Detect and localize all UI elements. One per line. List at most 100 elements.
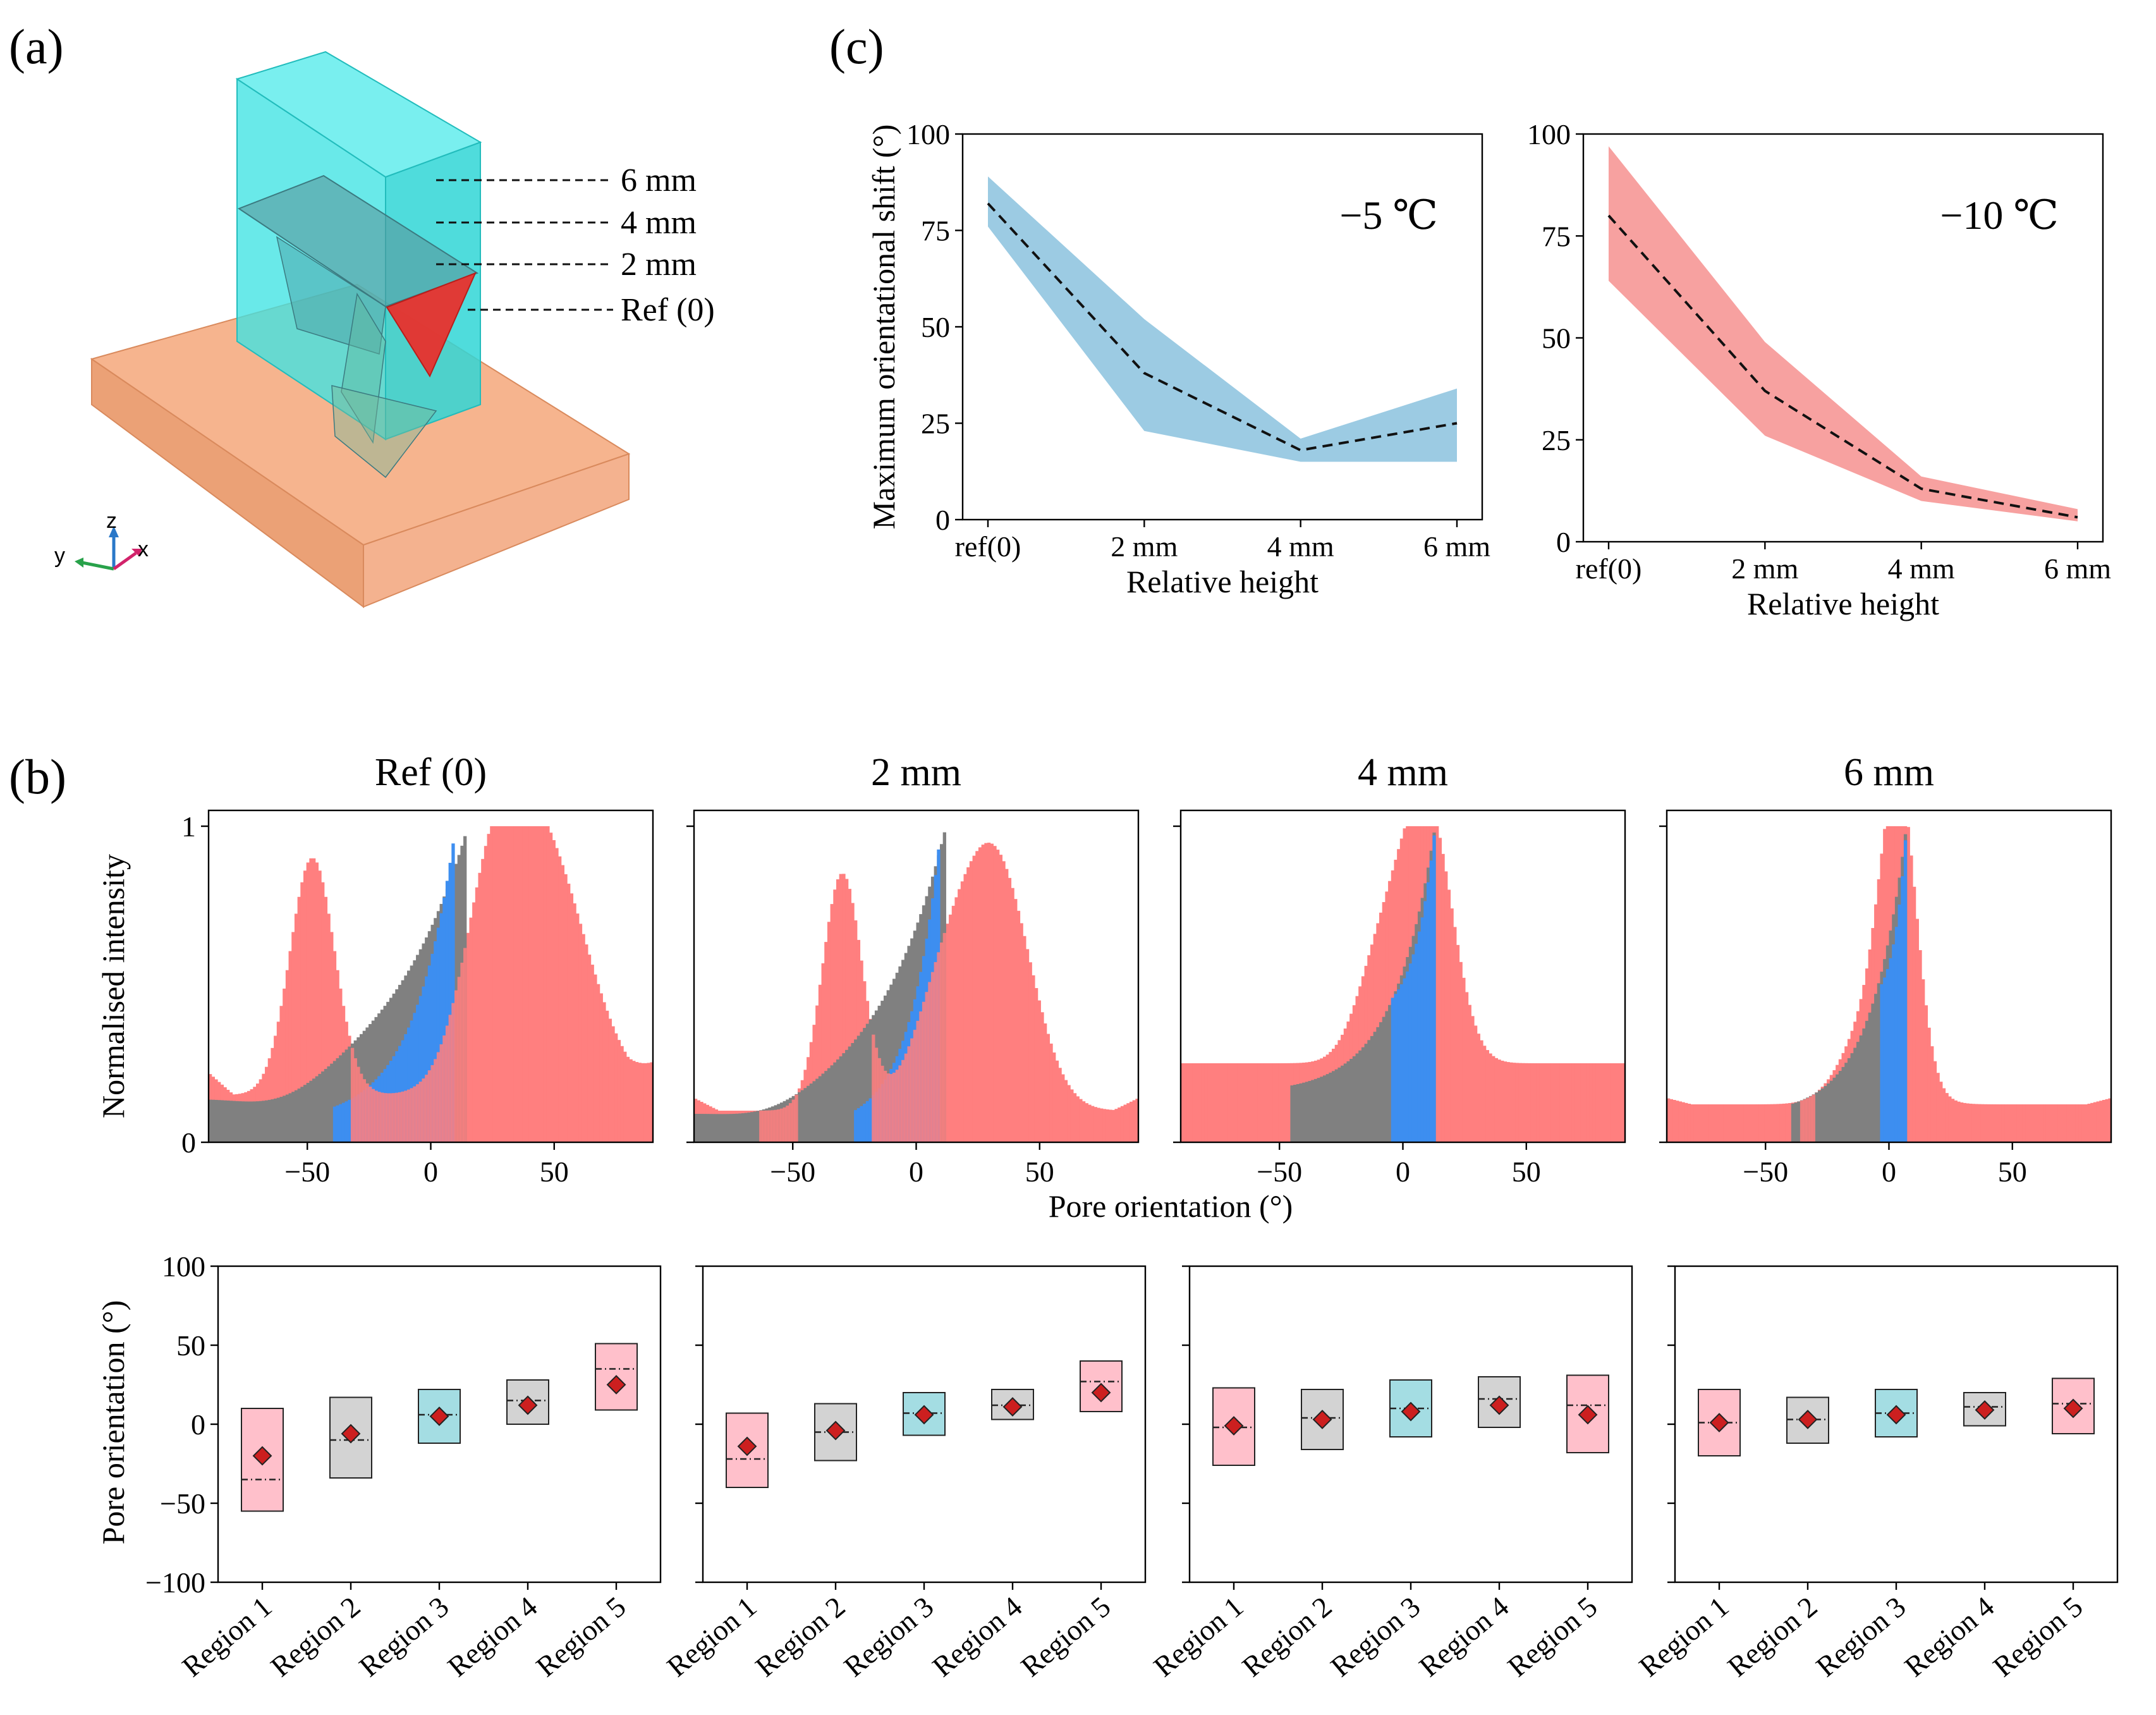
histogram-bar-pink xyxy=(1067,1085,1071,1142)
axis-triad: z y x xyxy=(54,509,149,571)
histogram-bar-pink xyxy=(1613,1063,1617,1142)
x-tick-label: 6 mm xyxy=(1423,530,1490,563)
histogram-bar-pink xyxy=(1980,1104,1985,1142)
histogram-bar-grey xyxy=(1376,1027,1380,1142)
histogram-bar-blue xyxy=(1885,968,1890,1142)
histogram-bar-pink xyxy=(1906,827,1910,1142)
y-tick-label: 75 xyxy=(921,215,950,247)
histogram-bar-pink xyxy=(1714,1104,1718,1142)
histogram-bar-pink xyxy=(520,826,523,1142)
histogram-bar-pink xyxy=(1269,1063,1273,1142)
histogram-bar-pink xyxy=(1231,1063,1234,1142)
histogram-bar-pink xyxy=(537,826,541,1142)
histogram-bar-pink xyxy=(271,1047,274,1142)
mean-line xyxy=(987,202,1458,452)
histogram-bar-pink xyxy=(492,826,497,1142)
histogram-bar-pink xyxy=(830,904,834,1142)
histogram-bar-grey xyxy=(306,1083,310,1142)
histogram-bar-pink xyxy=(1971,1104,1976,1142)
histogram-bar-pink xyxy=(1924,1005,1928,1142)
histogram-bar-pink xyxy=(1574,1063,1578,1142)
histogram-bar-pink xyxy=(585,944,588,1142)
histogram-bar-pink xyxy=(1509,1062,1513,1142)
mean-marker xyxy=(1224,1416,1244,1436)
histogram-bar-blue xyxy=(442,897,446,1142)
histogram-bar-pink-overlay xyxy=(1812,1094,1815,1142)
histogram-bar-pink xyxy=(1966,1103,1970,1142)
histogram-bar-pink xyxy=(1016,910,1021,1142)
histogram-bar-pink xyxy=(540,826,544,1142)
histogram-bar-pink-overlay xyxy=(880,1065,884,1142)
histogram-bar-blue xyxy=(1894,927,1899,1142)
histogram-bar-pink xyxy=(276,1022,281,1142)
histogram-bar-pink-overlay xyxy=(356,1066,360,1142)
histogram-bar-grey xyxy=(1364,1044,1368,1142)
histogram-bar-grey xyxy=(709,1114,712,1142)
histogram-bar-grey xyxy=(1841,1066,1845,1142)
histogram-bar-pink xyxy=(1589,1063,1593,1142)
x-tick-label: 4 mm xyxy=(1267,530,1334,563)
x-axis-label: Relative height xyxy=(1747,586,1939,621)
histogram-bar-pink xyxy=(1587,1063,1590,1142)
histogram-bar-pink xyxy=(558,856,562,1142)
histogram-bar-pink xyxy=(606,1010,609,1142)
histogram-bar-blue xyxy=(422,986,425,1142)
histogram-bar-pink xyxy=(1915,919,1919,1142)
histogram-bar-blue xyxy=(1406,971,1410,1142)
histogram-bar-pink xyxy=(1102,1109,1107,1142)
y-tick-label: 100 xyxy=(1527,118,1571,150)
x-tick-label: 6 mm xyxy=(2044,552,2111,585)
histogram-bar-pink xyxy=(2064,1104,2068,1142)
histogram-bar-grey xyxy=(800,1090,805,1142)
histogram-bar-pink xyxy=(1239,1063,1244,1142)
histogram-bar-blue xyxy=(1892,944,1896,1142)
y-tick-label: 25 xyxy=(921,408,950,440)
histogram-bar-grey xyxy=(1865,1020,1869,1142)
histogram-bar-pink xyxy=(632,1061,636,1142)
histogram-bar-grey xyxy=(809,1083,813,1142)
histogram-bar-pink xyxy=(1181,1063,1185,1142)
histogram-bar-grey xyxy=(232,1101,236,1142)
histogram-bar-grey xyxy=(300,1087,304,1142)
histogram-bar-grey xyxy=(1367,1040,1371,1142)
x-axis-arrow xyxy=(113,551,137,571)
histogram-bar-pink xyxy=(1088,1104,1092,1142)
box xyxy=(418,1389,461,1444)
histogram-bar-pink xyxy=(1272,1063,1276,1142)
histogram-bar-grey xyxy=(723,1114,728,1142)
histogram-bar-pink xyxy=(1014,899,1018,1142)
histogram-bar-pink xyxy=(1987,1104,1990,1142)
histogram-bar-grey xyxy=(1877,983,1881,1142)
histogram-bar-grey xyxy=(721,1114,724,1142)
histogram-bar-grey xyxy=(729,1114,733,1142)
histogram-bar-pink xyxy=(1539,1063,1543,1142)
histogram-bar-blue xyxy=(1426,882,1430,1142)
histogram-bar-grey xyxy=(209,1099,212,1142)
histogram-bar-pink xyxy=(1234,1063,1238,1142)
histogram-bar-pink xyxy=(1726,1104,1730,1142)
histogram-bar-pink xyxy=(2054,1104,2059,1142)
histogram-bar-pink xyxy=(946,924,949,1142)
histogram-bar-pink-overlay xyxy=(422,1078,425,1142)
histogram-bar-pink xyxy=(1011,888,1014,1142)
histogram-bar-pink xyxy=(1684,1102,1688,1142)
histogram-bar-grey xyxy=(1859,1035,1863,1142)
histogram-bar-grey xyxy=(297,1089,301,1142)
histogram-bar-grey xyxy=(327,1066,331,1142)
histogram-bar-pink xyxy=(315,862,319,1142)
histogram-bar-grey xyxy=(336,1058,339,1142)
histogram-bar-pink xyxy=(1005,869,1009,1142)
histogram-bar-pink xyxy=(617,1040,621,1142)
histogram-bar-pink xyxy=(1284,1063,1288,1142)
histogram-bar-pink xyxy=(614,1033,618,1142)
y-tick-label: 100 xyxy=(162,1250,205,1283)
x-tick-label: 50 xyxy=(1512,1156,1541,1188)
histogram-bar-pink xyxy=(1738,1104,1741,1142)
histogram-bar-pink-overlay xyxy=(389,1093,393,1142)
histogram-bar-pink xyxy=(549,833,553,1142)
histogram-bar-grey xyxy=(1815,1092,1818,1142)
x-axis-label: Relative height xyxy=(1126,564,1319,599)
histogram-bar-pink xyxy=(972,855,976,1142)
histogram-bar-pink-overlay xyxy=(788,1103,793,1142)
